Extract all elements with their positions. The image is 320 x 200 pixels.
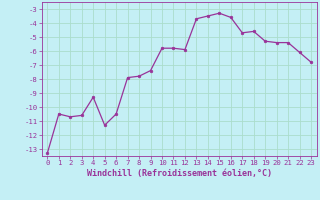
X-axis label: Windchill (Refroidissement éolien,°C): Windchill (Refroidissement éolien,°C) bbox=[87, 169, 272, 178]
